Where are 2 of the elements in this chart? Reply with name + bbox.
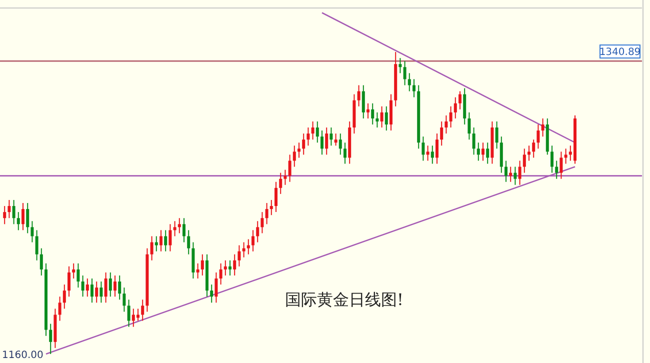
annotation: 1160.00	[2, 350, 44, 361]
text: 国际黄金日线图!	[285, 290, 404, 309]
